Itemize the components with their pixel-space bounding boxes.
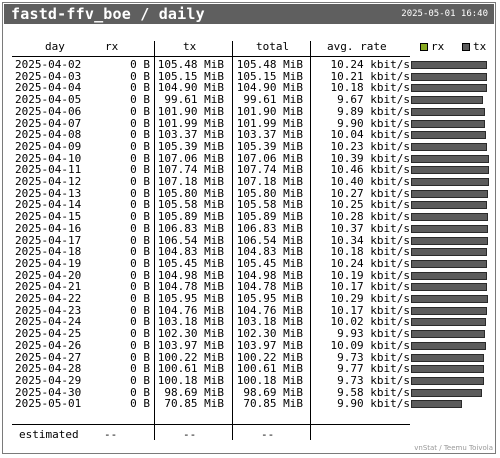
traffic-bar — [411, 84, 487, 92]
row-rx: 0 B — [130, 223, 150, 235]
header-rule — [12, 56, 410, 57]
traffic-bar — [411, 201, 487, 209]
header-avg-rate: avg. rate — [327, 40, 387, 54]
row-day: 2025-04-26 — [15, 340, 81, 352]
table-row: 2025-05-01 0 B 70.85 MiB 70.85 MiB 9.90 kbit… — [0, 398, 500, 410]
legend-tx-label: tx — [473, 40, 486, 54]
row-tx: 103.97 MiB — [158, 340, 224, 352]
row-rx: 0 B — [130, 340, 150, 352]
traffic-bar — [411, 365, 484, 373]
traffic-bar — [411, 166, 489, 174]
traffic-bar — [411, 260, 487, 268]
row-tx: 101.90 MiB — [158, 106, 224, 118]
timestamp: 2025-05-01 16:40 — [401, 4, 488, 24]
table-row: 2025-04-26 0 B 103.97 MiB 103.97 MiB 10.09 k… — [0, 340, 500, 352]
footer-credit: vnStat / Teemu Toivola — [414, 444, 493, 452]
traffic-bar — [411, 307, 487, 315]
row-rx: 0 B — [130, 398, 150, 410]
traffic-bar — [411, 96, 483, 104]
traffic-bar — [411, 295, 488, 303]
traffic-bar — [411, 330, 485, 338]
traffic-bar — [411, 389, 482, 397]
table-row: 2025-04-06 0 B 101.90 MiB 101.90 MiB 9.89 kb… — [0, 106, 500, 118]
traffic-bar — [411, 73, 487, 81]
traffic-bar — [411, 155, 489, 163]
row-avg-rate: 10.37 kbit/s — [331, 223, 410, 235]
row-day: 2025-04-06 — [15, 106, 81, 118]
traffic-bar — [411, 225, 488, 233]
traffic-bar — [411, 377, 484, 385]
estimated-label: estimated — [19, 428, 79, 442]
estimated-rx: -- — [104, 428, 117, 442]
header-day: day — [45, 40, 65, 54]
row-tx: 70.85 MiB — [164, 398, 224, 410]
row-avg-rate: 10.09 kbit/s — [331, 340, 410, 352]
legend-rx-swatch — [420, 43, 428, 51]
traffic-bar — [411, 318, 486, 326]
header-tx: tx — [183, 40, 196, 54]
traffic-bar — [411, 131, 486, 139]
row-tx: 106.83 MiB — [158, 223, 224, 235]
traffic-bar — [411, 143, 487, 151]
row-avg-rate: 9.90 kbit/s — [337, 398, 410, 410]
traffic-bar — [411, 272, 487, 280]
traffic-bar — [411, 178, 489, 186]
row-total: 70.85 MiB — [243, 398, 303, 410]
page-title: fastd-ffv_boe / daily — [11, 4, 205, 24]
header-total: total — [256, 40, 289, 54]
legend-tx-swatch — [462, 43, 470, 51]
header-rx: rx — [105, 40, 118, 54]
footer-rule — [12, 424, 410, 425]
row-total: 101.90 MiB — [237, 106, 303, 118]
table-row: 2025-04-16 0 B 106.83 MiB 106.83 MiB 10.37 k… — [0, 223, 500, 235]
row-total: 103.97 MiB — [237, 340, 303, 352]
estimated-tx: -- — [183, 428, 196, 442]
traffic-bar — [411, 108, 485, 116]
estimated-total: -- — [261, 428, 274, 442]
row-avg-rate: 9.89 kbit/s — [337, 106, 410, 118]
traffic-bar — [411, 237, 488, 245]
title-bar: fastd-ffv_boe / daily 2025-05-01 16:40 — [4, 4, 494, 24]
traffic-bar — [411, 400, 462, 408]
row-day: 2025-04-16 — [15, 223, 81, 235]
row-total: 106.83 MiB — [237, 223, 303, 235]
traffic-bar — [411, 190, 488, 198]
traffic-bar — [411, 354, 484, 362]
legend-rx-label: rx — [431, 40, 444, 54]
traffic-bar — [411, 283, 487, 291]
traffic-bar — [411, 342, 486, 350]
traffic-bar — [411, 213, 488, 221]
traffic-bar — [411, 61, 487, 69]
traffic-bar — [411, 120, 485, 128]
row-day: 2025-05-01 — [15, 398, 81, 410]
row-rx: 0 B — [130, 106, 150, 118]
traffic-bar — [411, 248, 487, 256]
